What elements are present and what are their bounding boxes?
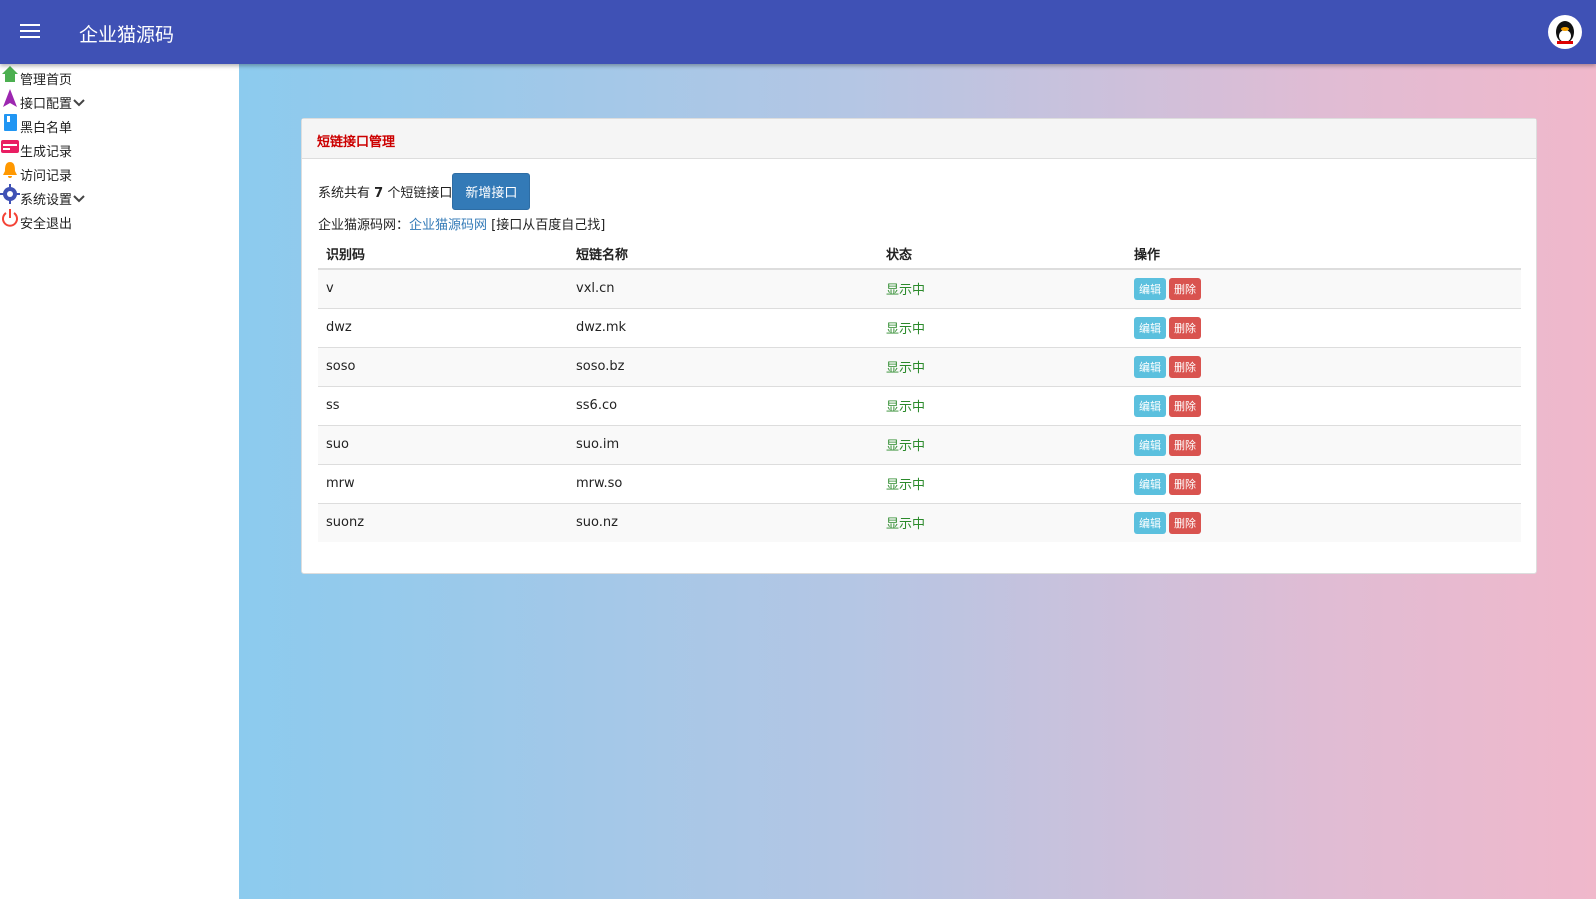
table-row: dwz dwz.mk 显示中 编辑 删除 xyxy=(318,307,1521,347)
table-row: ss ss6.co 显示中 编辑 删除 xyxy=(318,385,1521,425)
actions-cell: 编辑 删除 xyxy=(1126,268,1521,308)
table: 识别码 短链名称 状态 操作 v vxl.cn 显示中 编辑 删除 dwz dwz.mk 显示中 编辑删… xyxy=(318,239,1521,542)
table-row: suo suo.im 显示中 编辑 删除 xyxy=(318,424,1521,464)
cell: soso.bz xyxy=(568,346,878,386)
nav-item[interactable]: 系统设置 xyxy=(0,184,239,208)
delete-button[interactable]: 删除 xyxy=(1169,316,1201,339)
source: 企业猫源码网：企业猫源码网 [接口从百度自己找] xyxy=(318,214,1520,233)
edit-button[interactable]: 编辑 xyxy=(1134,355,1166,378)
text: 个短链接口 xyxy=(387,186,453,201)
actions-cell: 编辑 删除 xyxy=(1126,307,1521,347)
column-header: 状态 xyxy=(878,239,1126,270)
nav-icon xyxy=(2,66,18,82)
add-button[interactable]: 新增接口 xyxy=(452,173,531,210)
edit-button[interactable]: 编辑 xyxy=(1134,511,1166,534)
nav-item[interactable]: 安全退出 xyxy=(0,208,239,232)
cell: dwz.mk xyxy=(568,307,878,347)
cell: 显示中 xyxy=(878,307,1126,347)
cell: v xyxy=(318,268,568,308)
column-header: 操作 xyxy=(1126,239,1521,270)
cell: suonz xyxy=(318,502,568,542)
text: [接口从百度自己找] xyxy=(491,218,606,233)
actions-cell: 编辑 删除 xyxy=(1126,463,1521,503)
nav-item[interactable]: 管理首页 xyxy=(0,64,239,88)
cell: 显示中 xyxy=(878,502,1126,542)
chevron xyxy=(72,193,86,208)
link[interactable]: 企业猫源码网 xyxy=(409,218,488,233)
table-row: mrw mrw.so 显示中 编辑 删除 xyxy=(318,463,1521,503)
nav-item[interactable]: 黑白名单 xyxy=(0,112,239,136)
nav-icon xyxy=(1,140,19,153)
table-row: soso soso.bz 显示中 编辑 删除 xyxy=(318,346,1521,386)
nav-label: 访问记录 xyxy=(20,169,73,184)
panel: 短链接口管理 系统共有 7 个短链接口 新增接口 企业猫源码网：企业猫源码网 [接… xyxy=(301,118,1537,574)
nav-label: 系统设置 xyxy=(20,193,73,208)
avatar[interactable] xyxy=(1547,14,1583,50)
cell: dwz xyxy=(318,307,568,347)
nav-item[interactable]: 接口配置 xyxy=(0,88,239,112)
nav-item[interactable]: 生成记录 xyxy=(0,136,239,160)
delete-button[interactable]: 删除 xyxy=(1169,355,1201,378)
menu-icon[interactable] xyxy=(20,24,42,40)
delete-button[interactable]: 删除 xyxy=(1169,472,1201,495)
nav-label: 安全退出 xyxy=(20,217,73,232)
summary: 系统共有 7 个短链接口 新增接口 xyxy=(318,173,1520,210)
top-bar: 企业猫源码 xyxy=(0,0,1596,64)
cell: mrw.so xyxy=(568,463,878,503)
count: 7 xyxy=(374,186,384,201)
table-row: v vxl.cn 显示中 编辑 删除 xyxy=(318,268,1521,308)
table-row: suonz suo.nz 显示中 编辑 删除 xyxy=(318,502,1521,542)
cell: suo.nz xyxy=(568,502,878,542)
cell: suo xyxy=(318,424,568,464)
actions-cell: 编辑 删除 xyxy=(1126,346,1521,386)
app-title: 企业猫源码 xyxy=(79,24,175,46)
edit-button[interactable]: 编辑 xyxy=(1134,394,1166,417)
delete-button[interactable]: 删除 xyxy=(1169,433,1201,456)
delete-button[interactable]: 删除 xyxy=(1169,394,1201,417)
delete-button[interactable]: 删除 xyxy=(1169,511,1201,534)
panel-title: 短链接口管理 xyxy=(302,119,1536,159)
cell: suo.im xyxy=(568,424,878,464)
text: 系统共有 xyxy=(318,186,371,201)
cell: 显示中 xyxy=(878,463,1126,503)
nav-label: 生成记录 xyxy=(20,145,73,160)
nav-label: 接口配置 xyxy=(20,97,73,112)
cell: ss xyxy=(318,385,568,425)
cell: 显示中 xyxy=(878,385,1126,425)
actions-cell: 编辑 删除 xyxy=(1126,424,1521,464)
actions-cell: 编辑 删除 xyxy=(1126,502,1521,542)
cell: 显示中 xyxy=(878,268,1126,308)
column-header: 短链名称 xyxy=(568,239,878,270)
nav-label: 黑白名单 xyxy=(20,121,73,136)
column-header: 识别码 xyxy=(318,239,568,270)
sidebar: 管理首页接口配置黑白名单生成记录访问记录系统设置安全退出 xyxy=(0,64,239,899)
nav-item[interactable]: 访问记录 xyxy=(0,160,239,184)
edit-button[interactable]: 编辑 xyxy=(1134,472,1166,495)
nav-label: 管理首页 xyxy=(20,73,73,88)
nav-icon xyxy=(3,162,17,178)
actions-cell: 编辑 删除 xyxy=(1126,385,1521,425)
edit-button[interactable]: 编辑 xyxy=(1134,277,1166,300)
chevron xyxy=(72,97,86,112)
panel-body: 系统共有 7 个短链接口 新增接口 企业猫源码网：企业猫源码网 [接口从百度自己找… xyxy=(302,159,1536,556)
cell: 显示中 xyxy=(878,424,1126,464)
cell: ss6.co xyxy=(568,385,878,425)
cell: soso xyxy=(318,346,568,386)
cell: 显示中 xyxy=(878,346,1126,386)
nav-icon xyxy=(3,89,17,107)
delete-button[interactable]: 删除 xyxy=(1169,277,1201,300)
nav-icon xyxy=(0,184,20,204)
nav-icon xyxy=(2,209,18,227)
cell: mrw xyxy=(318,463,568,503)
nav-icon xyxy=(4,114,17,131)
content: 短链接口管理 系统共有 7 个短链接口 新增接口 企业猫源码网：企业猫源码网 [接… xyxy=(239,64,1596,899)
edit-button[interactable]: 编辑 xyxy=(1134,433,1166,456)
edit-button[interactable]: 编辑 xyxy=(1134,316,1166,339)
cell: vxl.cn xyxy=(568,268,878,308)
text: 企业猫源码网： xyxy=(318,218,410,233)
